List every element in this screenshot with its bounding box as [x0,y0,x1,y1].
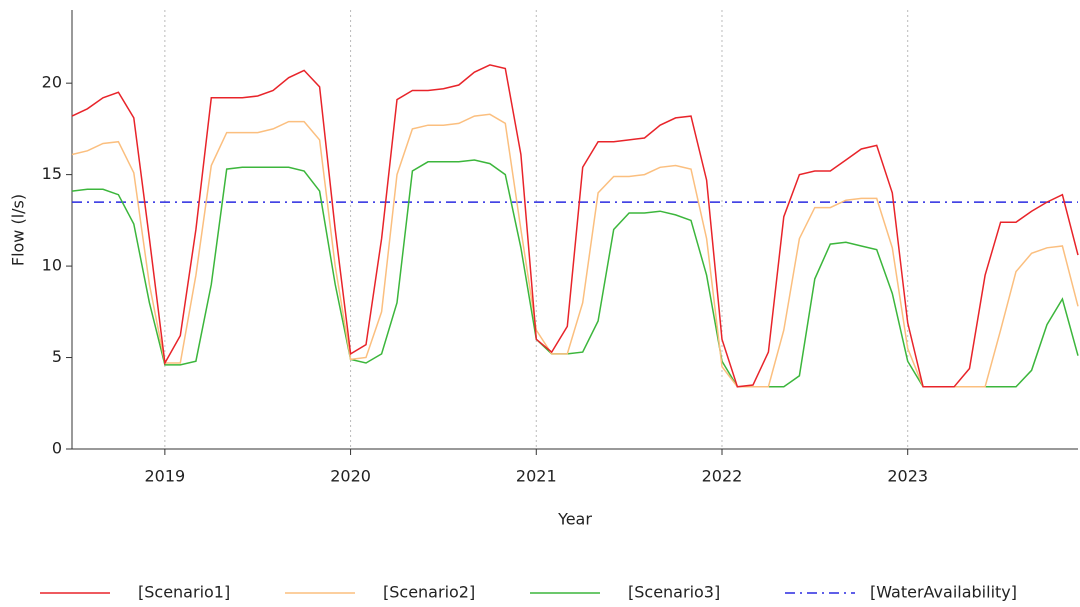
y-tick-label: 10 [42,256,62,275]
x-axis-label: Year [557,510,592,529]
legend-label: [Scenario3] [628,583,720,602]
x-tick-label: 2019 [144,467,185,486]
x-tick-label: 2023 [887,467,928,486]
y-tick-label: 20 [42,73,62,92]
x-tick-label: 2020 [330,467,371,486]
series-line [71,159,1079,388]
y-tick-label: 15 [42,164,62,183]
series-line [71,64,1079,388]
y-tick-label: 0 [52,439,62,458]
x-tick-label: 2022 [702,467,743,486]
legend-label: [Scenario2] [383,583,475,602]
series-line [71,113,1079,388]
y-axis-label: Flow (l/s) [9,194,28,266]
x-tick-label: 2021 [516,467,557,486]
legend-label: [WaterAvailability] [870,583,1017,602]
y-tick-label: 5 [52,347,62,366]
legend-label: [Scenario1] [138,583,230,602]
